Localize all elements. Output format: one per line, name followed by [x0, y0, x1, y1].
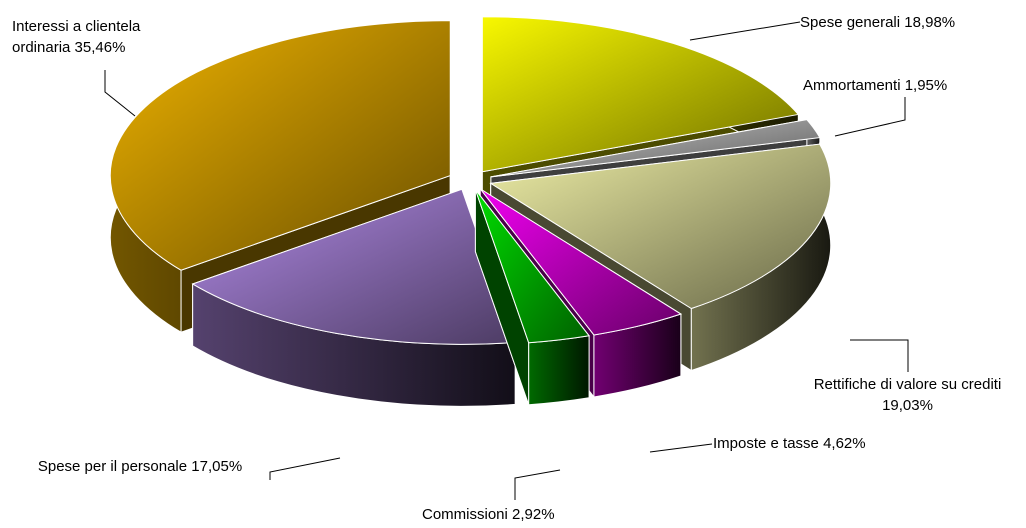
- slice: [474, 188, 590, 406]
- leader-line: [514, 469, 561, 500]
- leader-line: [689, 21, 801, 41]
- category-label: Commissioni: [422, 506, 508, 523]
- category-label: Rettifiche di valore su crediti: [813, 376, 1002, 393]
- slice-label: Commissioni 2,92%: [422, 504, 555, 525]
- leader-line: [104, 70, 136, 117]
- value-label: 19,03%: [882, 397, 933, 414]
- slice-top: [479, 188, 683, 336]
- slice-label: Rettifiche di valore su crediti 19,03%: [800, 374, 1015, 416]
- value-label: 2,92%: [512, 506, 555, 523]
- category-label: Spese generali: [800, 14, 901, 31]
- slice-top: [481, 16, 800, 173]
- category-label: Ammortamenti: [803, 77, 901, 94]
- leader-line: [269, 457, 341, 480]
- leader-line: [850, 339, 909, 372]
- value-label: 1,95%: [904, 77, 948, 94]
- slice-wall: [528, 335, 590, 406]
- slice: [191, 188, 516, 407]
- leader-line: [834, 97, 906, 137]
- leader-line: [649, 443, 713, 453]
- slice-label: Interessi a clientela ordinaria 35,46%: [12, 16, 192, 58]
- slice-top: [489, 143, 832, 310]
- slice-top: [191, 188, 516, 345]
- slice-top: [474, 189, 590, 344]
- leader-lines: [104, 21, 909, 500]
- slice-top: [109, 20, 451, 271]
- slice-label: Spese generali 18,98%: [800, 12, 955, 33]
- category-label: Imposte e tasse: [713, 435, 819, 452]
- value-label: 18,98%: [904, 14, 956, 31]
- category-label: Spese per il personale: [37, 458, 188, 475]
- category-label: Interessi a clientela ordinaria: [12, 18, 141, 56]
- slice-label: Spese per il personale 17,05%: [25, 456, 255, 477]
- value-label: 4,62%: [823, 435, 866, 452]
- slice-label: Imposte e tasse 4,62%: [713, 433, 866, 454]
- slice-label: Ammortamenti 1,95%: [803, 75, 947, 96]
- value-label: 35,46%: [74, 39, 126, 56]
- slice-top: [490, 119, 821, 178]
- value-label: 17,05%: [191, 458, 243, 475]
